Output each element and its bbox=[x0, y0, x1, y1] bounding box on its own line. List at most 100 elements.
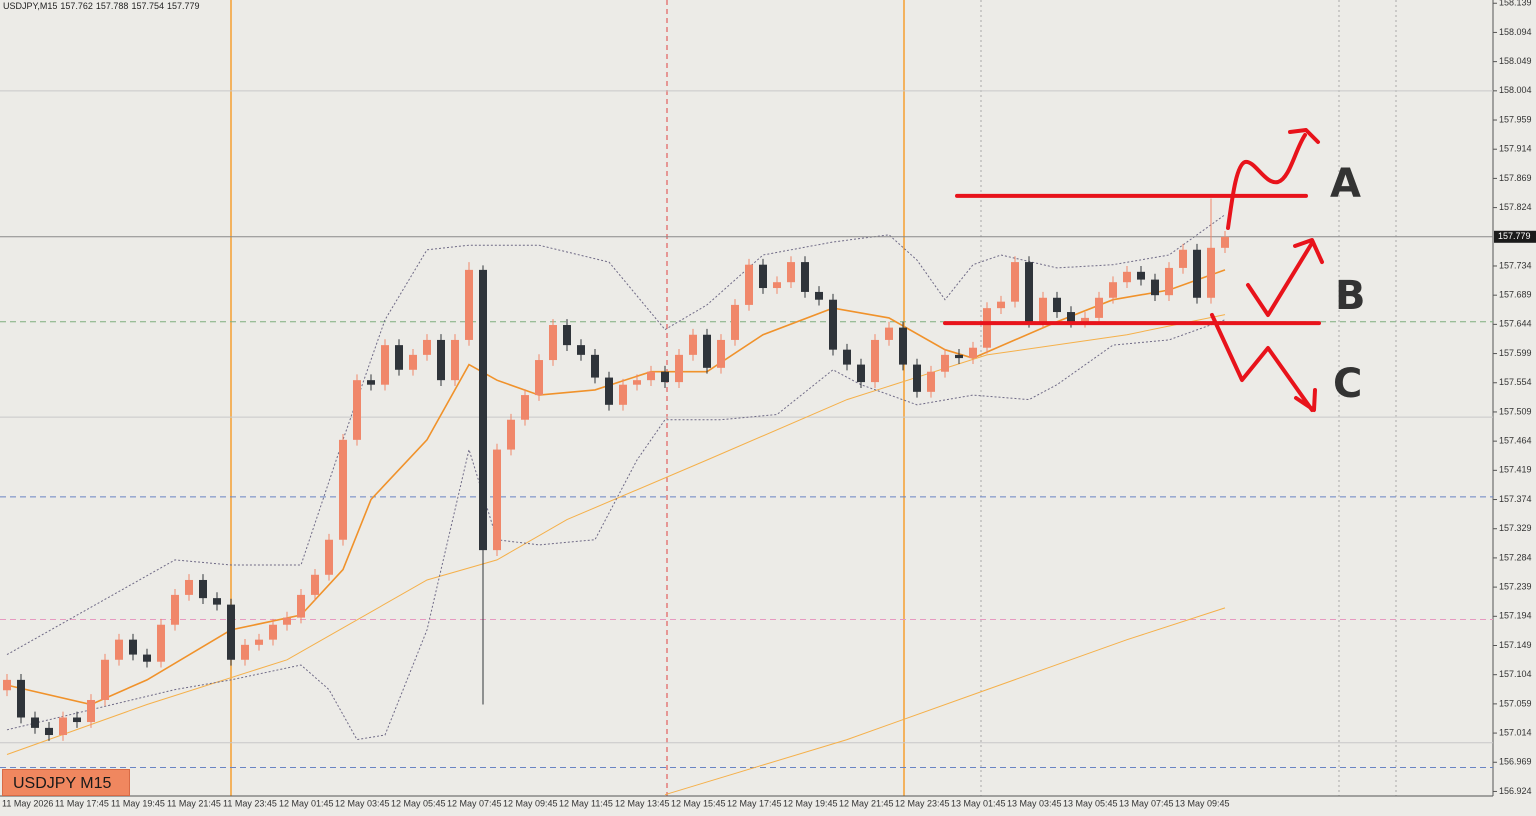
arrow-c bbox=[1210, 313, 1314, 412]
candle-body bbox=[773, 282, 781, 289]
arrow-head bbox=[1288, 128, 1320, 144]
x-tick-label: 12 May 17:45 bbox=[727, 798, 782, 808]
candle-body bbox=[717, 339, 725, 368]
x-tick-label: 12 May 15:45 bbox=[671, 798, 726, 808]
y-tick-label: 158.139 bbox=[1499, 0, 1532, 8]
x-tick-label: 11 May 19:45 bbox=[111, 798, 165, 808]
candle-body bbox=[899, 327, 907, 365]
x-tick-label: 12 May 21:45 bbox=[839, 798, 894, 808]
candle-body bbox=[381, 345, 389, 385]
candle-body bbox=[829, 299, 837, 350]
candle-body bbox=[759, 264, 767, 289]
candle-body bbox=[1039, 297, 1047, 322]
candle-body bbox=[297, 594, 305, 618]
y-tick-label: 157.914 bbox=[1499, 144, 1532, 154]
candle-body bbox=[1109, 282, 1117, 298]
annotation-label: C bbox=[1333, 361, 1362, 407]
candle-body bbox=[199, 579, 207, 599]
candle-body bbox=[465, 269, 473, 340]
candle-body bbox=[941, 354, 949, 372]
high-value: 157.788 bbox=[95, 1, 129, 11]
x-tick-label: 12 May 09:45 bbox=[503, 798, 558, 808]
y-tick-label: 157.689 bbox=[1499, 290, 1532, 300]
candle-body bbox=[857, 364, 865, 383]
candle-body bbox=[1179, 249, 1187, 268]
candle-body bbox=[1095, 297, 1103, 318]
y-tick-label: 157.509 bbox=[1499, 406, 1532, 416]
candle-body bbox=[255, 639, 263, 645]
annotation-label: B bbox=[1335, 273, 1366, 319]
candle-body bbox=[143, 654, 151, 662]
candle-body bbox=[871, 339, 879, 383]
arrow-head bbox=[1294, 388, 1317, 412]
y-tick-label: 157.554 bbox=[1499, 377, 1532, 387]
x-tick-label: 12 May 13:45 bbox=[615, 798, 670, 808]
x-tick-label: 12 May 03:45 bbox=[335, 798, 390, 808]
y-tick-label: 158.094 bbox=[1499, 27, 1532, 37]
x-tick-label: 13 May 09:45 bbox=[1175, 798, 1230, 808]
bid-label: 157.779 bbox=[1498, 231, 1531, 241]
candle-body bbox=[1193, 249, 1201, 298]
candle-body bbox=[927, 371, 935, 392]
candle-body bbox=[969, 347, 977, 359]
candle-body bbox=[339, 439, 347, 540]
y-tick-label: 157.014 bbox=[1499, 727, 1532, 737]
y-tick-label: 156.969 bbox=[1499, 757, 1532, 767]
candle-body bbox=[605, 377, 613, 405]
candle-body bbox=[17, 679, 25, 718]
y-tick-label: 157.104 bbox=[1499, 669, 1532, 679]
candle-body bbox=[521, 395, 529, 420]
candle-body bbox=[241, 644, 249, 660]
candle-body bbox=[101, 659, 109, 700]
candle-body bbox=[507, 419, 515, 450]
candle-body bbox=[1067, 312, 1075, 322]
x-tick-label: 11 May 23:45 bbox=[223, 798, 277, 808]
bid-label-box bbox=[1494, 230, 1536, 243]
candle-body bbox=[409, 354, 417, 370]
y-tick-label: 157.194 bbox=[1499, 611, 1532, 621]
x-tick-label: 12 May 23:45 bbox=[895, 798, 950, 808]
y-tick-label: 157.239 bbox=[1499, 581, 1532, 591]
candle-body bbox=[801, 262, 809, 292]
candle-body bbox=[3, 679, 11, 691]
arrow-a bbox=[1226, 133, 1307, 230]
candle-body bbox=[1011, 262, 1019, 302]
candle-body bbox=[283, 617, 291, 625]
candle-body bbox=[171, 594, 179, 625]
candle-body bbox=[633, 380, 641, 385]
candle-body bbox=[815, 291, 823, 300]
open-value: 157.762 bbox=[60, 1, 93, 11]
candle-body bbox=[885, 327, 893, 340]
y-tick-label: 158.004 bbox=[1499, 85, 1532, 95]
candle-body bbox=[1165, 267, 1173, 296]
candle-body bbox=[423, 339, 431, 355]
candle-body bbox=[1151, 279, 1159, 296]
candle-body bbox=[185, 579, 193, 595]
candle-body bbox=[87, 699, 95, 723]
candle-body bbox=[493, 449, 501, 551]
candle-body bbox=[1123, 271, 1131, 283]
indicator-line bbox=[6, 269, 1226, 706]
candle-body bbox=[577, 345, 585, 355]
chart-header: USDJPY,M15 157.762 157.788 157.754 157.779 bbox=[3, 1, 203, 11]
candle-body bbox=[661, 371, 669, 383]
y-tick-label: 157.284 bbox=[1499, 552, 1532, 562]
candle-body bbox=[395, 345, 403, 370]
low-value: 157.754 bbox=[131, 1, 164, 11]
indicator-line bbox=[664, 607, 1226, 796]
y-tick-label: 157.419 bbox=[1499, 465, 1532, 475]
candle-body bbox=[437, 339, 445, 381]
y-tick-label: 157.329 bbox=[1499, 523, 1532, 533]
candle-body bbox=[115, 639, 123, 660]
y-tick-label: 158.049 bbox=[1499, 56, 1532, 66]
candle-body bbox=[1025, 262, 1033, 322]
candle-body bbox=[787, 262, 795, 283]
candle-body bbox=[325, 539, 333, 575]
close-value: 157.779 bbox=[167, 1, 200, 11]
y-tick-label: 157.824 bbox=[1499, 202, 1532, 212]
y-tick-label: 156.924 bbox=[1499, 786, 1532, 796]
symbol: USDJPY,M15 bbox=[3, 1, 58, 11]
y-tick-label: 157.869 bbox=[1499, 173, 1532, 183]
candle-body bbox=[451, 339, 459, 381]
